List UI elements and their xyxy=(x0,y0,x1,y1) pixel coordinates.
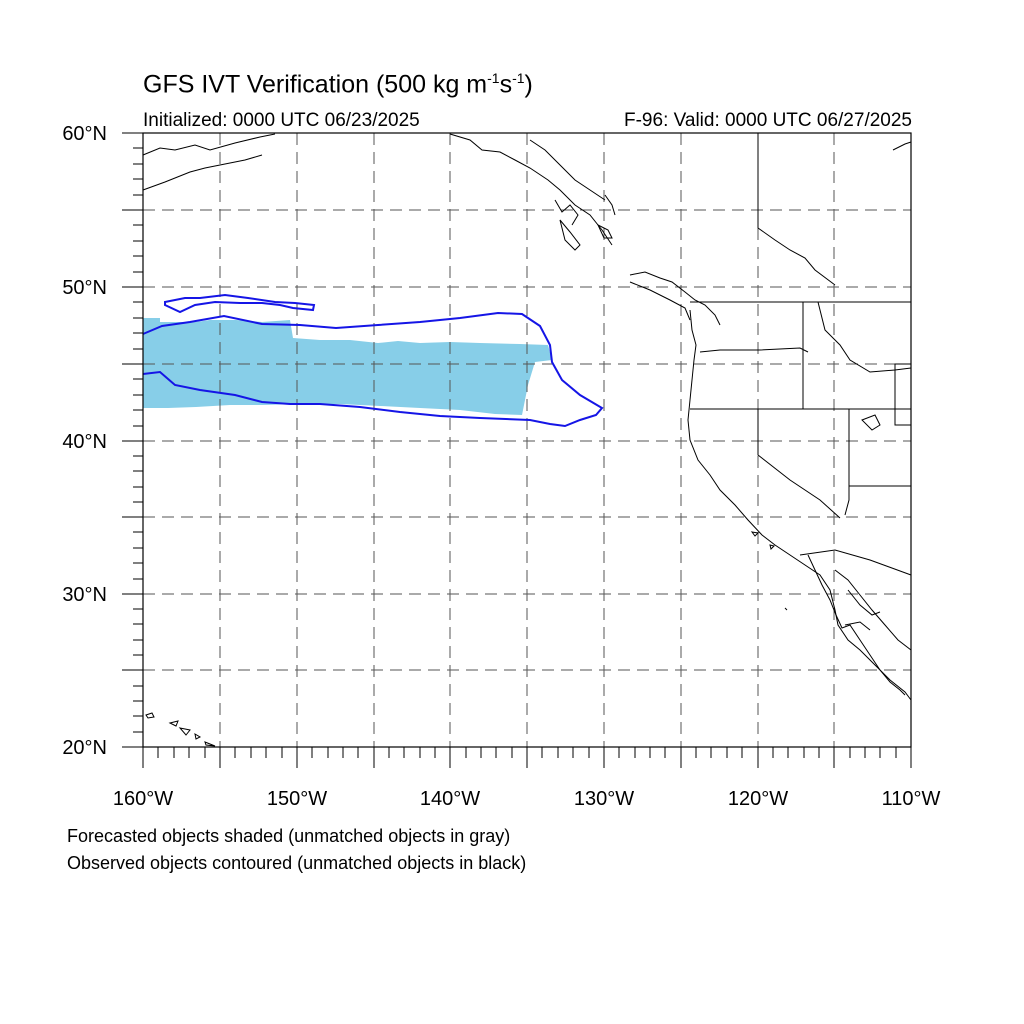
lon-label-140w: 140°W xyxy=(420,788,480,810)
chart-title: GFS IVT Verification (500 kg m-1s-1) xyxy=(143,70,533,99)
legend-note-forecast: Forecasted objects shaded (unmatched obj… xyxy=(67,826,511,846)
observed-object-contours xyxy=(142,293,604,428)
lat-label-60n: 60°N xyxy=(62,123,107,145)
lat-label-40n: 40°N xyxy=(62,431,107,453)
lat-label-30n: 30°N xyxy=(62,584,107,606)
lat-label-50n: 50°N xyxy=(62,277,107,299)
lon-ticks xyxy=(142,747,912,768)
valid-time: F-96: Valid: 0000 UTC 06/27/2025 xyxy=(624,110,912,131)
lon-label-160w: 160°W xyxy=(113,788,173,810)
lon-label-110w: 110°W xyxy=(882,788,941,810)
forecast-object-shaded xyxy=(143,318,552,415)
lon-label-120w: 120°W xyxy=(728,788,788,810)
initialized-time: Initialized: 0000 UTC 06/23/2025 xyxy=(143,110,420,131)
lat-label-20n: 20°N xyxy=(62,737,107,759)
legend-note-observed: Observed objects contoured (unmatched ob… xyxy=(67,853,527,873)
lon-label-150w: 150°W xyxy=(267,788,327,810)
lat-ticks xyxy=(122,132,143,748)
lon-label-130w: 130°W xyxy=(574,788,634,810)
coastlines xyxy=(142,133,912,747)
graticule xyxy=(143,133,911,747)
